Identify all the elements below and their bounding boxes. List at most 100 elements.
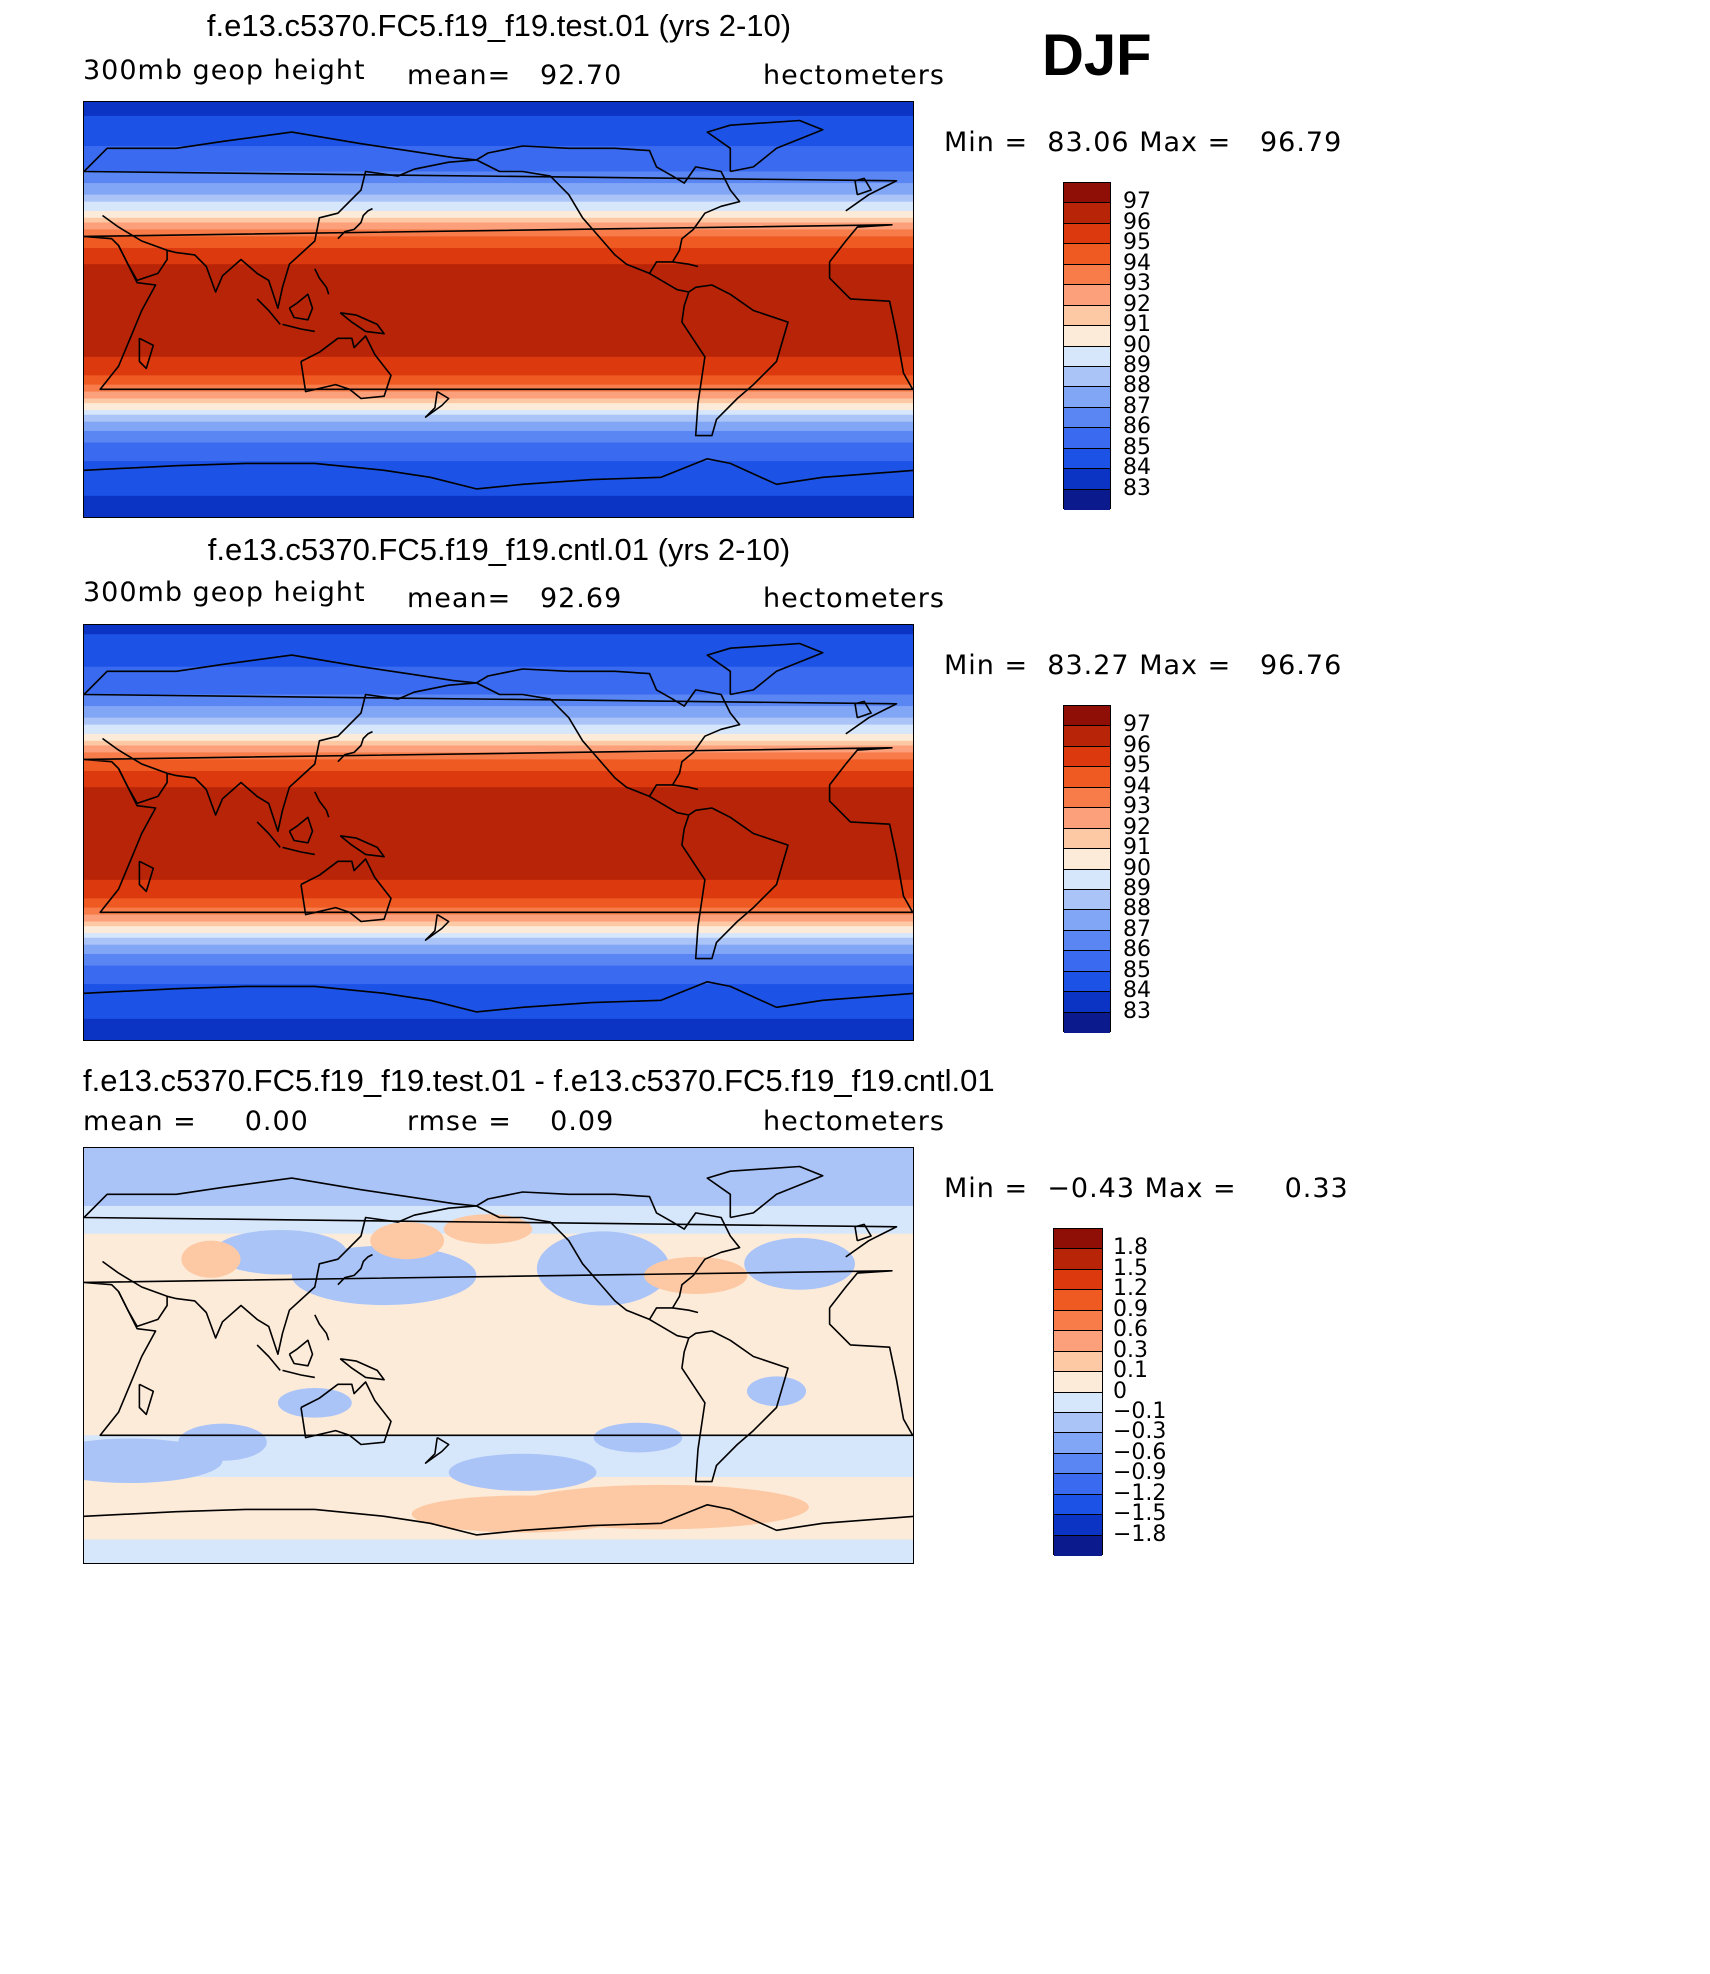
contour-band	[84, 1548, 913, 1552]
anomaly-region	[181, 1240, 241, 1278]
contour-band	[84, 1168, 913, 1172]
contour-band	[84, 479, 913, 483]
contour-band	[84, 502, 913, 506]
anomaly-region	[84, 1438, 223, 1483]
coastline	[84, 1270, 913, 1437]
anomaly-region	[536, 1231, 670, 1306]
contour-band	[84, 824, 913, 828]
contour-band	[84, 1205, 913, 1209]
contour-band	[84, 333, 913, 337]
contour-band	[84, 407, 913, 411]
contour-band	[84, 717, 913, 721]
contour-band	[84, 1164, 913, 1168]
colorbar-swatch	[1064, 808, 1110, 829]
contour-band	[84, 733, 913, 737]
contour-band	[84, 231, 913, 235]
contour-band	[84, 984, 913, 987]
panel1-mean-label: mean=	[407, 60, 512, 91]
contour-band	[84, 787, 913, 791]
panel3-mean-value: 0.00	[244, 1106, 309, 1137]
colorbar-tick-label: 93	[1123, 271, 1151, 297]
contour-band	[84, 1189, 913, 1193]
contour-band	[84, 312, 913, 316]
panel3-mean: mean = 0.00	[83, 1106, 309, 1137]
contour-band	[84, 645, 913, 649]
contour-band	[84, 1150, 913, 1154]
colorbar-tick-label: 89	[1123, 875, 1151, 901]
contour-band	[84, 113, 913, 117]
contour-band	[84, 1284, 913, 1288]
contour-band	[84, 215, 913, 219]
contour-band	[84, 947, 913, 950]
contour-band	[84, 1368, 913, 1371]
contour-band	[84, 1261, 913, 1265]
contour-band	[84, 234, 913, 237]
contour-band	[84, 685, 913, 689]
contour-band	[84, 238, 913, 242]
contour-band	[84, 740, 913, 744]
contour-band	[84, 104, 913, 108]
coastline	[102, 682, 477, 832]
contour-band	[84, 340, 913, 344]
coastline	[256, 821, 281, 848]
contour-band	[84, 960, 913, 964]
contour-band	[84, 951, 913, 955]
contour-band	[84, 893, 913, 897]
contour-band	[84, 1398, 913, 1402]
contour-band	[84, 988, 913, 992]
contour-band	[84, 625, 913, 628]
contour-band	[84, 430, 913, 434]
contour-band	[84, 516, 913, 517]
contour-band	[84, 889, 913, 893]
contour-band	[84, 500, 913, 504]
map-svg	[84, 625, 913, 1040]
coastline	[314, 791, 330, 818]
contour-band	[84, 636, 913, 640]
contour-band	[84, 655, 913, 659]
contour-band	[84, 1553, 913, 1557]
contour-band	[84, 808, 913, 811]
colorbar-swatch	[1064, 489, 1110, 510]
contour-band	[84, 315, 913, 319]
panel2-mean: mean= 92.69	[407, 583, 622, 614]
contour-band	[84, 930, 913, 934]
colorbar-swatch	[1054, 1331, 1102, 1352]
contour-band	[84, 1247, 913, 1251]
contour-band	[84, 1372, 913, 1376]
contour-band	[84, 907, 913, 911]
contour-band	[84, 956, 913, 960]
coastline	[84, 747, 913, 914]
contour-band	[84, 875, 913, 879]
contour-band	[84, 870, 913, 874]
contour-band	[84, 414, 913, 418]
contour-band	[84, 1157, 913, 1161]
contour-band	[84, 368, 913, 372]
contour-band	[84, 963, 913, 967]
contour-band	[84, 310, 913, 314]
contour-band	[84, 366, 913, 370]
contour-band	[84, 696, 913, 700]
contour-band	[84, 259, 913, 263]
contour-band	[84, 791, 913, 795]
contour-band	[84, 1009, 913, 1013]
contour-band	[84, 828, 913, 832]
contour-band	[84, 377, 913, 381]
contour-band	[84, 1291, 913, 1295]
contour-band	[84, 458, 913, 462]
coastline	[649, 795, 789, 960]
contour-band	[84, 199, 913, 203]
colorbar-swatch	[1064, 407, 1110, 429]
contour-band	[84, 719, 913, 723]
colorbar-swatch	[1064, 706, 1110, 727]
contour-band	[84, 243, 913, 247]
contour-band	[84, 173, 913, 177]
contour-band	[84, 1319, 913, 1323]
contour-band	[84, 1375, 913, 1378]
contour-band	[84, 1268, 913, 1272]
contour-band	[84, 631, 913, 635]
contour-band	[84, 650, 913, 654]
coastline	[84, 224, 913, 391]
contour-band	[84, 1426, 913, 1429]
contour-band	[84, 1442, 913, 1446]
panel2-minmax: Min = 83.27 Max = 96.76	[944, 650, 1342, 681]
